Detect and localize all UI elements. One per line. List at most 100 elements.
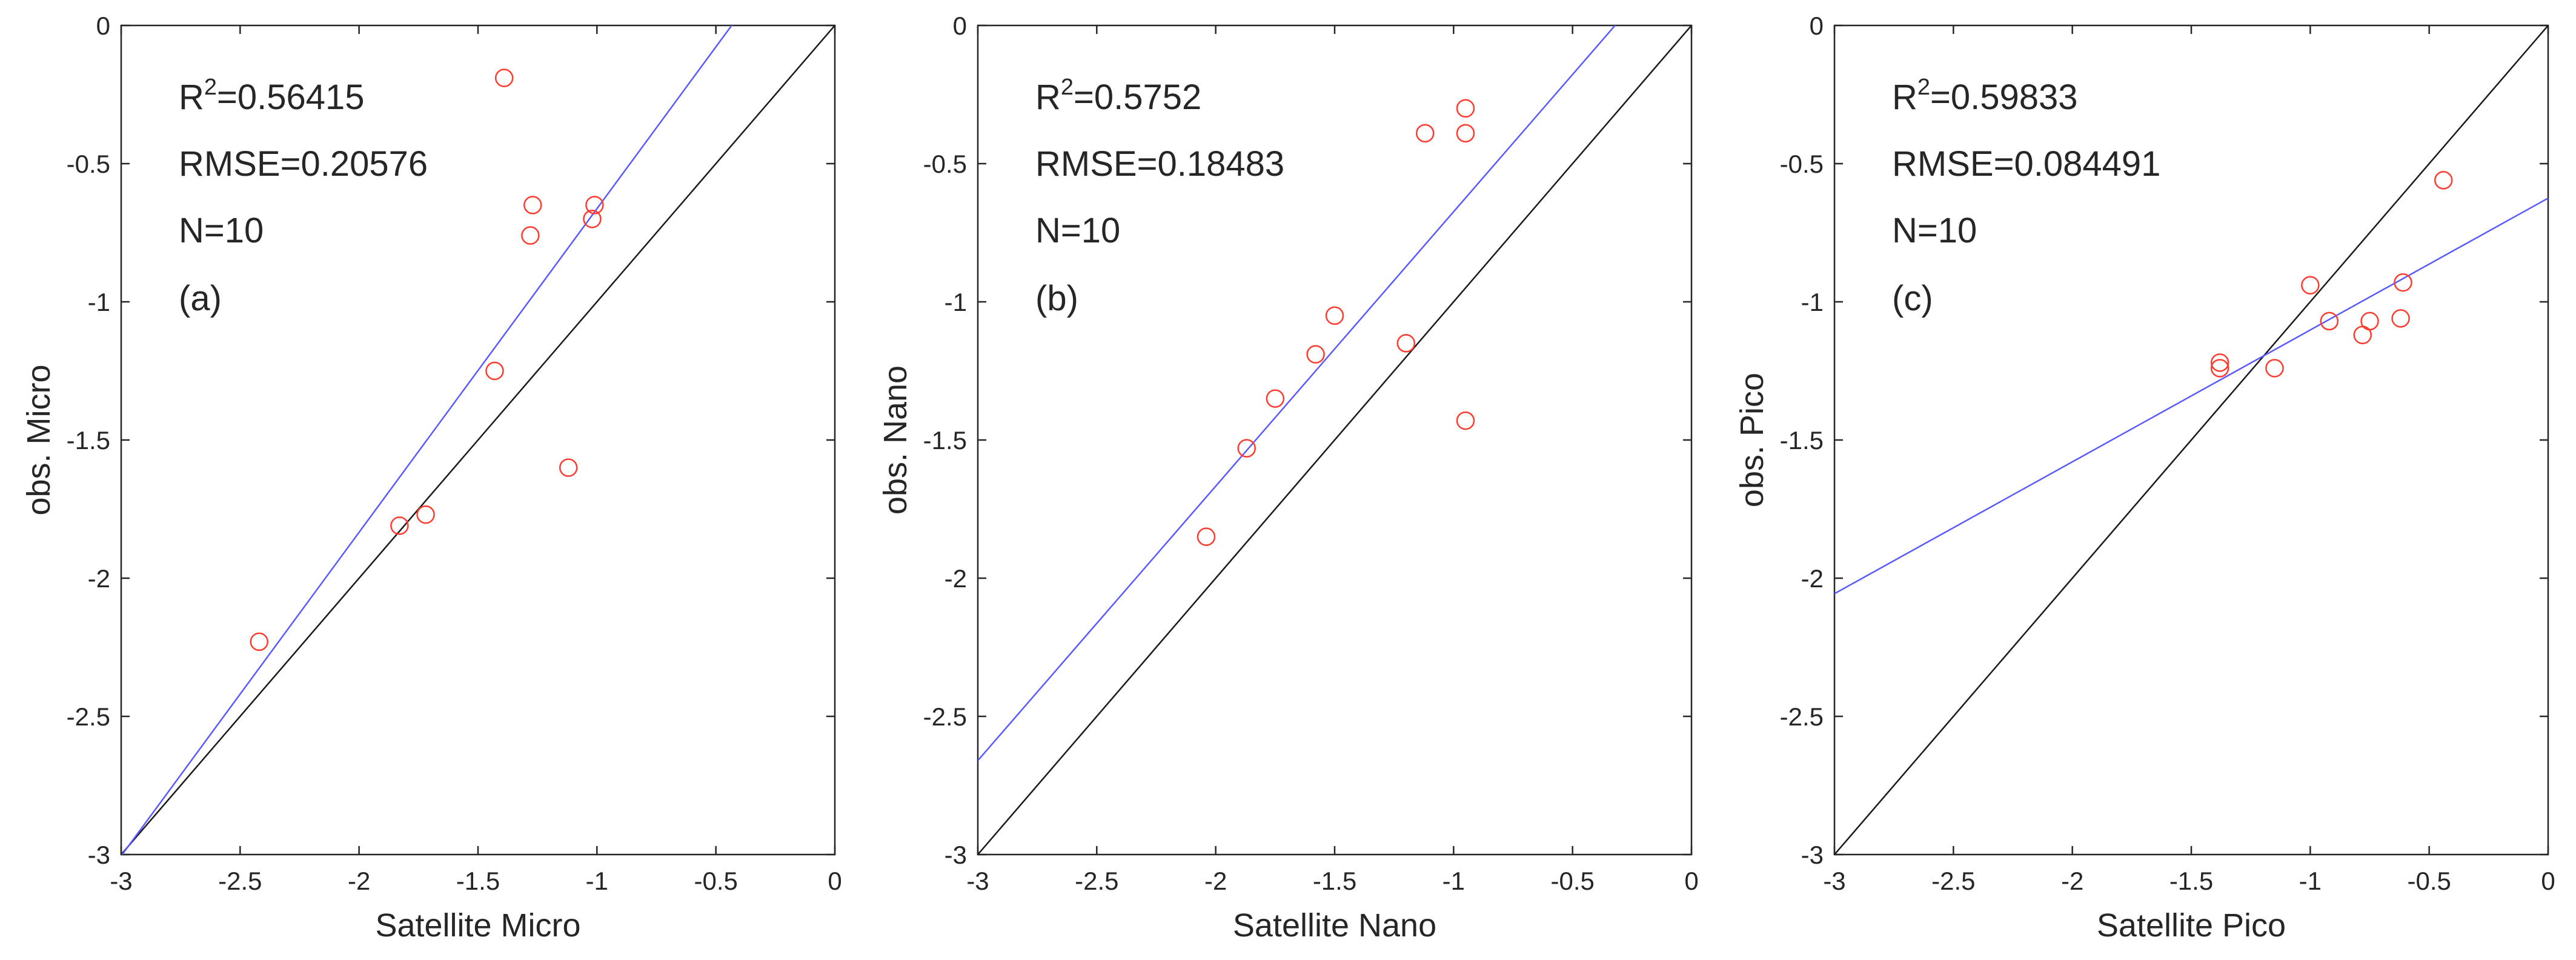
r-squared-symbol: R <box>1035 78 1061 117</box>
data-point <box>2210 353 2229 372</box>
x-axis-label: Satellite Nano <box>1233 907 1436 944</box>
data-point <box>2394 273 2412 292</box>
r-squared-symbol: R <box>179 78 204 117</box>
rmse-stat: RMSE=0.20576 <box>179 144 428 184</box>
y-tick-label: -1 <box>944 288 967 316</box>
y-tick-label: -2 <box>944 564 967 593</box>
y-tick-label: -3 <box>944 841 967 869</box>
n-stat: N=10 <box>179 211 264 250</box>
data-point <box>1266 389 1285 408</box>
regression-line <box>1834 197 2548 595</box>
y-axis-label: obs. Pico <box>1734 373 1770 507</box>
data-point <box>1197 527 1216 546</box>
y-tick-label: -2.5 <box>1780 702 1824 731</box>
x-tick-label: -0.5 <box>1550 867 1594 895</box>
x-tick-label: -1 <box>586 867 608 895</box>
r-squared-superscript: 2 <box>1917 75 1930 100</box>
x-axis-label: Satellite Pico <box>2097 907 2286 944</box>
y-tick-label: -2.5 <box>67 702 110 731</box>
one-to-one-line <box>978 25 1691 855</box>
data-point <box>416 505 435 524</box>
data-point <box>2391 309 2410 328</box>
x-tick-label: -2.5 <box>1075 867 1118 895</box>
x-tick-label: -1.5 <box>456 867 500 895</box>
panel-label: (b) <box>1035 279 1078 318</box>
x-tick-label: -1.5 <box>1313 867 1356 895</box>
data-point <box>485 361 504 381</box>
data-point <box>521 226 540 245</box>
y-axis-label: obs. Micro <box>21 364 57 515</box>
x-tick-label: -0.5 <box>694 867 737 895</box>
y-tick-label: -0.5 <box>67 150 110 178</box>
r-squared-stat: R2=0.5752 <box>1035 75 1201 117</box>
y-tick-label: 0 <box>1810 12 1824 40</box>
data-point <box>1237 439 1256 458</box>
x-tick-label: -3 <box>110 867 132 895</box>
r-squared-stat: R2=0.56415 <box>179 75 365 117</box>
x-tick-label: -1 <box>1442 867 1465 895</box>
rmse-stat: RMSE=0.084491 <box>1892 144 2160 184</box>
data-point <box>1306 345 1325 364</box>
y-tick-label: -3 <box>1801 841 1824 869</box>
r-squared-value: =0.59833 <box>1930 78 2078 117</box>
x-tick-label: -2 <box>348 867 370 895</box>
y-tick-label: -0.5 <box>923 150 967 178</box>
data-point <box>1456 99 1475 118</box>
x-tick-label: 0 <box>828 867 842 895</box>
x-tick-label: -1 <box>2299 867 2322 895</box>
data-point <box>2320 312 2339 331</box>
x-tick-label: 0 <box>2541 867 2555 895</box>
n-stat: N=10 <box>1035 211 1120 250</box>
data-point <box>494 68 514 87</box>
y-tick-label: -1.5 <box>1780 426 1824 455</box>
x-axis-label: Satellite Micro <box>375 907 580 944</box>
y-tick-label: -2 <box>88 564 110 593</box>
y-tick-label: -1.5 <box>923 426 967 455</box>
x-tick-label: -3 <box>966 867 989 895</box>
data-point <box>2210 359 2229 378</box>
panel-label: (a) <box>179 279 222 318</box>
data-point <box>559 458 578 477</box>
panel-a: -3 -2.5 -2 -1.5 -1 -0.5 0 -3 -2.5 -2 -1.5 -1 -0.5 0 R2… <box>21 12 842 944</box>
y-tick-label: 0 <box>96 12 110 40</box>
one-to-one-line <box>1834 25 2548 855</box>
r-squared-superscript: 2 <box>1061 75 1074 100</box>
panel-b: -3 -2.5 -2 -1.5 -1 -0.5 0 -3 -2.5 -2 -1.5 -1 -0.5 0 R2… <box>877 12 1699 944</box>
x-tick-label: -2.5 <box>218 867 262 895</box>
y-tick-label: -2.5 <box>923 702 967 731</box>
n-stat: N=10 <box>1892 211 1977 250</box>
data-point <box>2360 312 2379 331</box>
data-point <box>390 516 409 535</box>
data-point <box>2434 171 2453 190</box>
panel-c: -3 -2.5 -2 -1.5 -1 -0.5 0 -3 -2.5 -2 -1.5 -1 -0.5 0 R2… <box>1734 12 2555 944</box>
x-tick-label: -2 <box>1204 867 1227 895</box>
x-tick-label: 0 <box>1684 867 1698 895</box>
regression-line <box>978 25 1616 761</box>
data-point <box>523 196 542 215</box>
data-point <box>250 632 268 652</box>
r-squared-value: =0.5752 <box>1074 78 1201 117</box>
data-point <box>585 196 604 215</box>
one-to-one-line <box>121 25 835 855</box>
data-point <box>1396 334 1416 353</box>
data-point <box>2265 359 2284 378</box>
y-tick-label: -3 <box>88 841 110 869</box>
x-tick-label: -2.5 <box>1931 867 1975 895</box>
y-tick-label: -2 <box>1801 564 1824 593</box>
data-point <box>1456 411 1475 430</box>
rmse-stat: RMSE=0.18483 <box>1035 144 1284 184</box>
y-tick-label: -0.5 <box>1780 150 1824 178</box>
r-squared-value: =0.56415 <box>217 78 365 117</box>
y-axis-label: obs. Nano <box>877 365 914 515</box>
y-tick-label: 0 <box>953 12 967 40</box>
data-point <box>1325 306 1344 325</box>
r-squared-stat: R2=0.59833 <box>1892 75 2078 117</box>
y-tick-label: -1 <box>1801 288 1824 316</box>
x-tick-label: -3 <box>1823 867 1845 895</box>
x-tick-label: -0.5 <box>2407 867 2451 895</box>
regression-line <box>121 25 733 855</box>
data-point <box>2301 276 2320 295</box>
data-point <box>1415 124 1435 143</box>
y-tick-label: -1.5 <box>67 426 110 455</box>
